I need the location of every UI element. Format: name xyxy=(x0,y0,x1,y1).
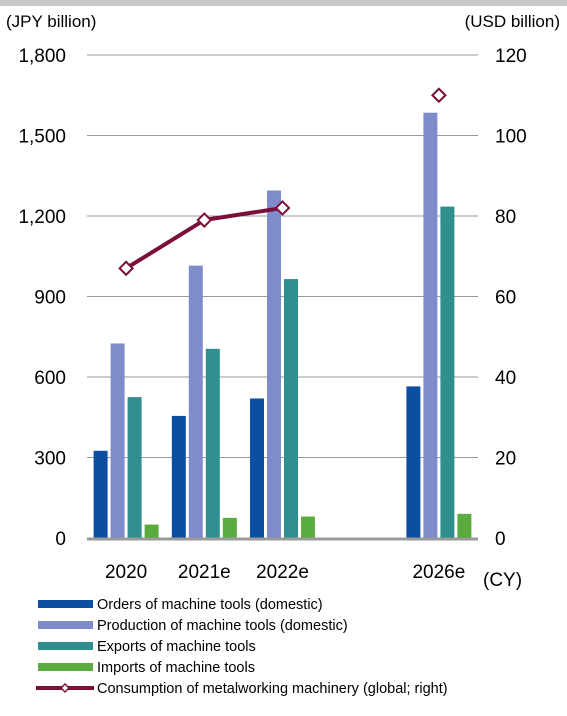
y-tick-right-label: 0 xyxy=(495,529,506,550)
y-tick-left-label: 1,200 xyxy=(18,207,66,228)
x-tick-label-2020: 2020 xyxy=(105,562,147,583)
y-tick-right-label: 120 xyxy=(495,46,527,67)
line-segment-consumption-of-metalworking-machinery-global-right xyxy=(203,205,283,223)
bar-production-of-machine-tools-domestic-2022e xyxy=(267,190,281,538)
legend-label-orders-of-machine-tools-domestic: Orders of machine tools (domestic) xyxy=(97,597,323,613)
legend-label-exports-of-machine-tools: Exports of machine tools xyxy=(97,639,256,655)
y-tick-left-label: 900 xyxy=(34,288,66,309)
bar-orders-of-machine-tools-domestic-2020 xyxy=(93,450,108,538)
bar-imports-of-machine-tools-2020 xyxy=(144,524,159,538)
point-consumption-of-metalworking-machinery-global-right-2026e xyxy=(430,87,447,104)
y-tick-left-label: 0 xyxy=(55,529,66,550)
bar-orders-of-machine-tools-domestic-2022e xyxy=(250,398,264,538)
legend: Orders of machine tools (domestic) Produc… xyxy=(36,597,448,697)
bar-production-of-machine-tools-domestic-2021e xyxy=(188,265,203,538)
x-tick-label-2022e: 2022e xyxy=(256,562,309,583)
y-axis-right-label: (USD billion) xyxy=(465,12,560,31)
legend-label-consumption-of-metalworking-machinery-global-right: Consumption of metalworking machinery (g… xyxy=(97,681,448,697)
bar-exports-of-machine-tools-2022e xyxy=(284,279,298,538)
legend-swatch-production-of-machine-tools-domestic xyxy=(38,621,93,629)
x-tick-label-2026e: 2026e xyxy=(412,562,465,583)
y-tick-left-label: 600 xyxy=(34,368,66,389)
y-ticks-left: 0 300 600 900 1,200 1,500 1,800 xyxy=(18,46,66,550)
bar-exports-of-machine-tools-2021e xyxy=(205,348,220,538)
x-ticks: 2020 2021e 2022e 2026e xyxy=(105,562,465,583)
consumption-line xyxy=(118,87,447,277)
x-tick-label-2021e: 2021e xyxy=(178,562,231,583)
y-tick-right-label: 80 xyxy=(495,207,516,228)
point-consumption-of-metalworking-machinery-global-right-2022e xyxy=(274,200,291,216)
bar-imports-of-machine-tools-2022e xyxy=(301,516,315,538)
bar-imports-of-machine-tools-2021e xyxy=(222,517,237,538)
bar-exports-of-machine-tools-2026e xyxy=(440,206,455,538)
point-consumption-of-metalworking-machinery-global-right-2020 xyxy=(118,260,135,277)
y-ticks-right: 0 20 40 60 80 100 120 xyxy=(495,46,527,550)
legend-swatch-imports-of-machine-tools xyxy=(38,663,93,671)
y-tick-right-label: 20 xyxy=(495,449,516,470)
bar-production-of-machine-tools-domestic-2020 xyxy=(110,343,125,538)
y-tick-right-label: 40 xyxy=(495,368,516,389)
y-tick-left-label: 300 xyxy=(34,449,66,470)
bar-exports-of-machine-tools-2020 xyxy=(127,397,142,538)
bar-orders-of-machine-tools-domestic-2026e xyxy=(406,386,421,538)
bars xyxy=(93,112,472,539)
y-tick-left-label: 1,500 xyxy=(18,127,66,148)
y-tick-left-label: 1,800 xyxy=(18,46,66,67)
y-tick-right-label: 60 xyxy=(495,288,516,309)
bar-production-of-machine-tools-domestic-2026e xyxy=(423,112,438,539)
legend-label-imports-of-machine-tools: Imports of machine tools xyxy=(97,660,255,676)
x-axis-label: (CY) xyxy=(483,570,522,591)
bar-orders-of-machine-tools-domestic-2021e xyxy=(171,415,186,538)
legend-label-production-of-machine-tools-domestic: Production of machine tools (domestic) xyxy=(97,618,348,634)
bar-imports-of-machine-tools-2026e xyxy=(457,513,472,538)
legend-marker-consumption-of-metalworking-machinery-global-right xyxy=(59,682,71,694)
line-segment-consumption-of-metalworking-machinery-global-right xyxy=(125,218,206,271)
point-consumption-of-metalworking-machinery-global-right-2021e xyxy=(196,212,213,228)
legend-swatch-exports-of-machine-tools xyxy=(38,642,93,650)
top-rule xyxy=(0,0,567,6)
y-tick-right-label: 100 xyxy=(495,127,527,148)
y-axis-left-label: (JPY billion) xyxy=(6,12,96,31)
legend-swatch-orders-of-machine-tools-domestic xyxy=(38,600,93,608)
